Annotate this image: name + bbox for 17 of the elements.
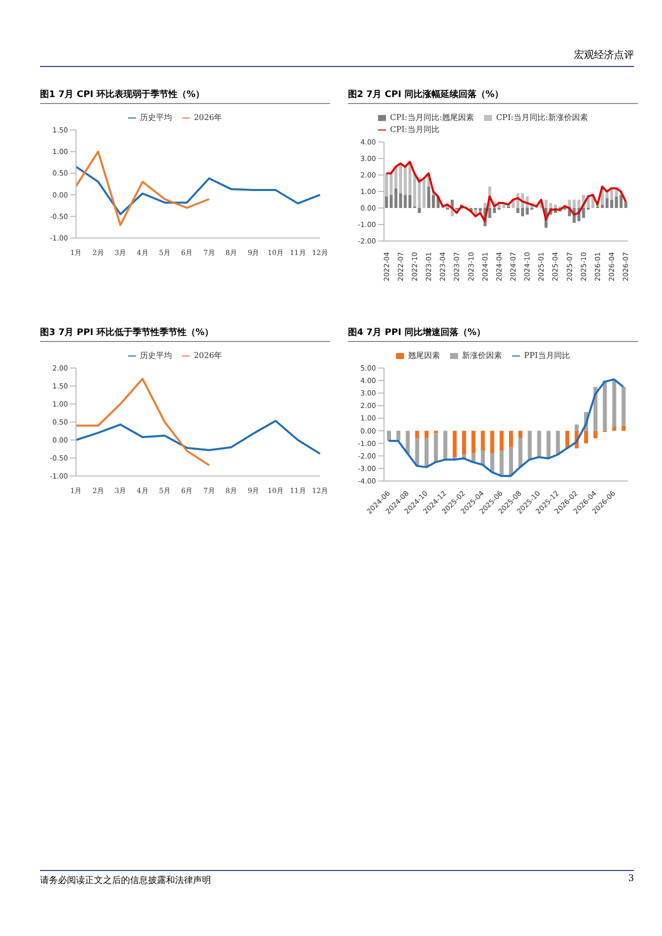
legend-label: CPI:当月同比:翘尾因素 xyxy=(390,113,474,122)
text: 3 xyxy=(628,874,634,886)
text: 请务必阅读正文之后的信息披露和法律声明 xyxy=(40,874,211,887)
legend-label: PPI当月同比 xyxy=(524,351,570,360)
legend-label: CPI:当月同比 xyxy=(390,125,440,134)
legend-label: 2026年 xyxy=(194,113,222,122)
legend-label: CPI:当月同比:新涨价因素 xyxy=(496,113,588,122)
legend-label: 翘尾因素 xyxy=(408,351,440,360)
chart-title: 图2 7月 CPI 同比涨幅延续回落（%） xyxy=(348,88,638,104)
chart-title: 图3 7月 PPI 环比低于季节性季节性（%） xyxy=(40,326,330,342)
legend-label: 历史平均 xyxy=(140,351,172,360)
legend-label: 2026年 xyxy=(194,351,222,360)
legend-label: 历史平均 xyxy=(140,113,172,122)
text: 宏观经济点评 xyxy=(574,50,634,61)
chart-title: 图1 7月 CPI 环比表现弱于季节性（%） xyxy=(40,88,330,104)
legend-label: 新涨价因素 xyxy=(462,351,502,360)
chart-title: 图4 7月 PPI 同比增速回落（%） xyxy=(348,326,638,342)
